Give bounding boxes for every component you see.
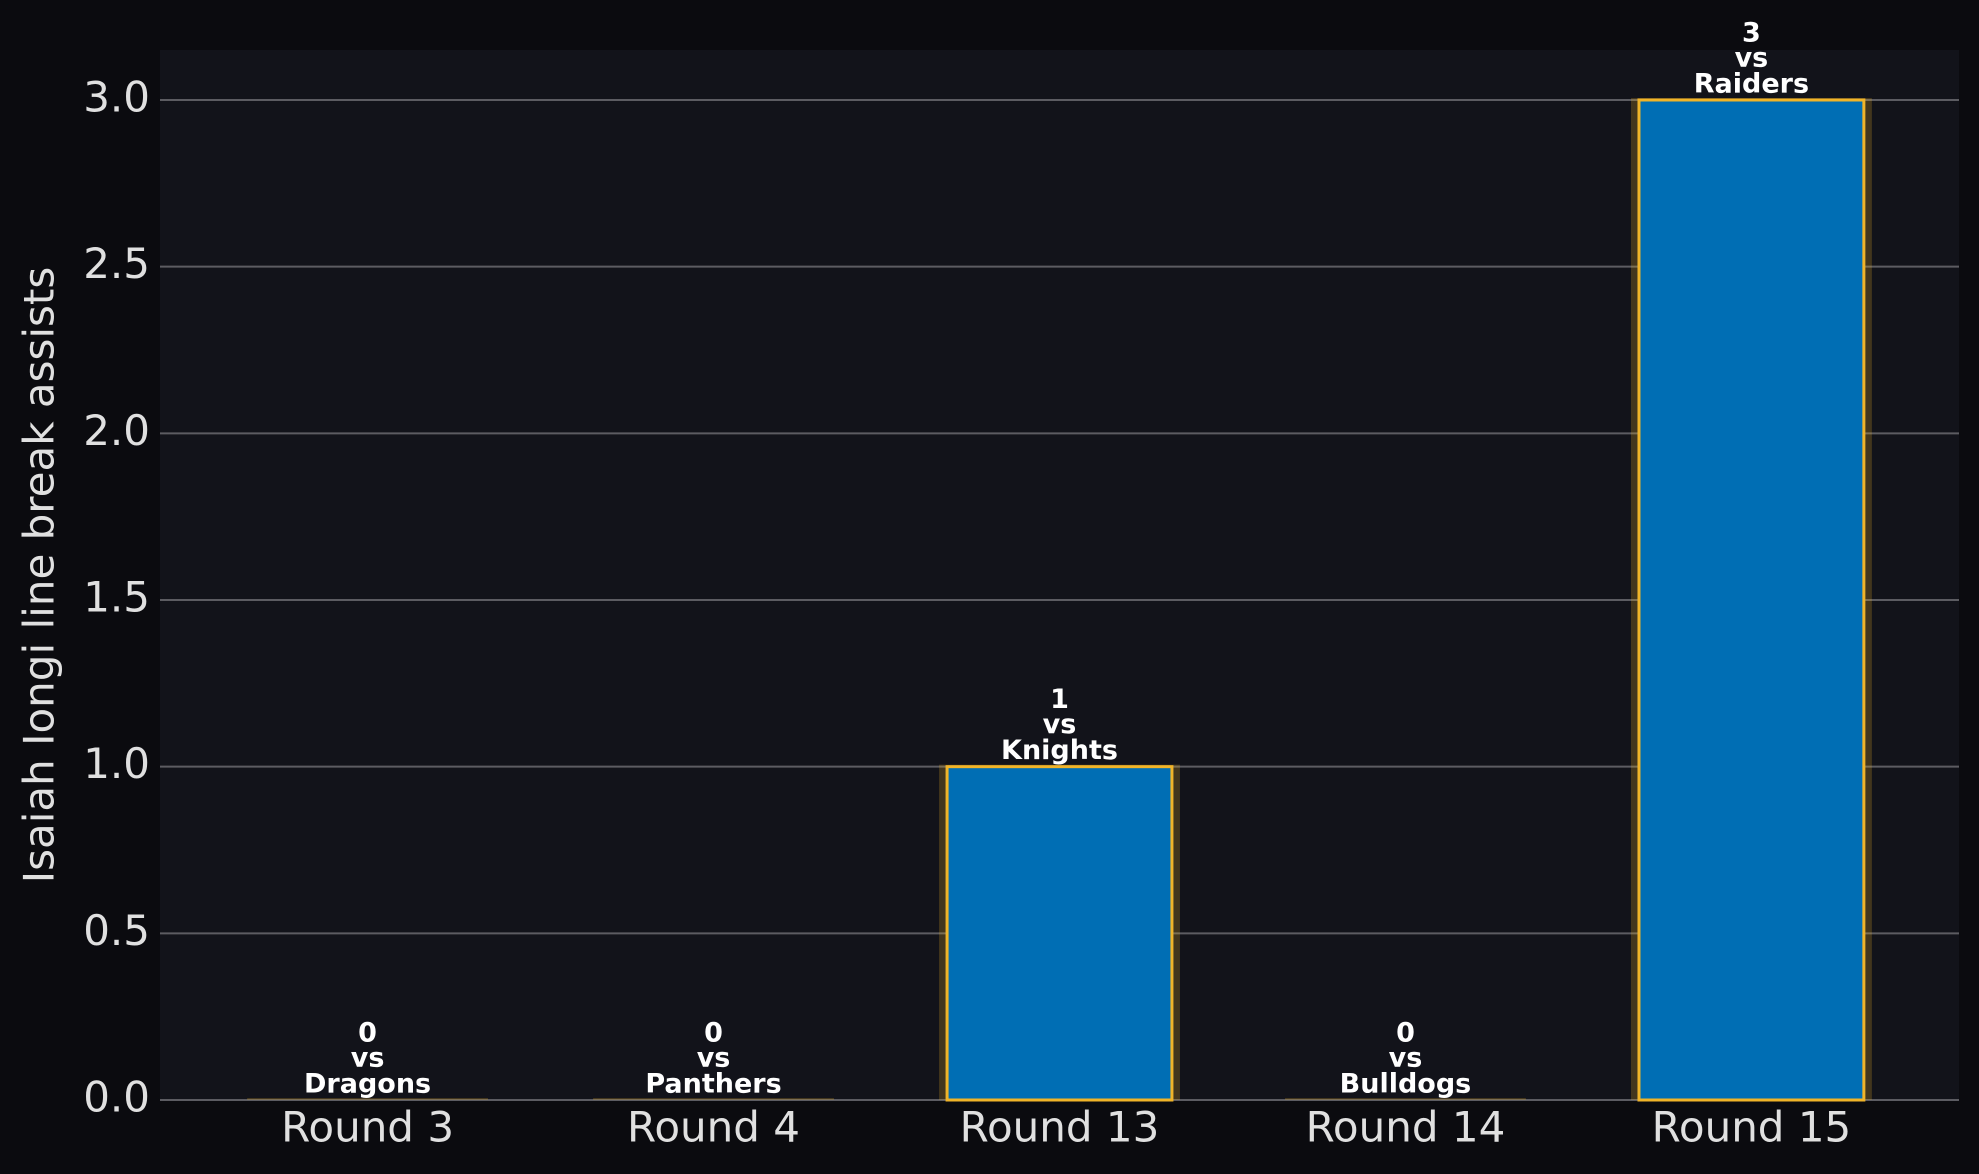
opponent-label: Knights (1001, 735, 1118, 766)
bar-glow (247, 1098, 489, 1100)
x-tick-label: Round 4 (627, 1103, 800, 1152)
y-tick-label: 2.0 (83, 406, 150, 455)
opponent-label: Dragons (304, 1069, 431, 1100)
value-label-prefix: vs (697, 1043, 731, 1074)
value-label: 0 (1396, 1018, 1415, 1049)
bar (1637, 98, 1866, 1102)
value-label-prefix: vs (1043, 709, 1077, 740)
value-label: 0 (704, 1018, 723, 1049)
x-tick-label: Round 15 (1652, 1103, 1852, 1152)
value-label: 0 (358, 1018, 377, 1049)
x-tick-label: Round 13 (960, 1103, 1160, 1152)
value-label: 1 (1050, 684, 1069, 715)
x-tick-label: Round 3 (281, 1103, 454, 1152)
opponent-label: Panthers (645, 1069, 781, 1100)
y-axis-label: Isaiah Iongi line break assists (15, 267, 64, 884)
bar-glow (1285, 1098, 1526, 1100)
value-label: 3 (1742, 18, 1761, 49)
y-tick-label: 1.0 (83, 739, 150, 788)
value-label-prefix: vs (1389, 1043, 1423, 1074)
opponent-label: Raiders (1694, 69, 1809, 100)
value-label-prefix: vs (351, 1043, 385, 1074)
bar (945, 765, 1174, 1102)
y-tick-label: 1.5 (83, 573, 150, 622)
bar-glow (593, 1098, 834, 1100)
x-tick-label: Round 14 (1306, 1103, 1506, 1152)
y-tick-label: 0.0 (83, 1073, 150, 1122)
opponent-label: Bulldogs (1340, 1069, 1472, 1100)
y-tick-label: 2.5 (83, 239, 150, 288)
y-tick-label: 3.0 (83, 73, 150, 122)
value-label-prefix: vs (1735, 43, 1769, 74)
y-tick-label: 0.5 (83, 906, 150, 955)
